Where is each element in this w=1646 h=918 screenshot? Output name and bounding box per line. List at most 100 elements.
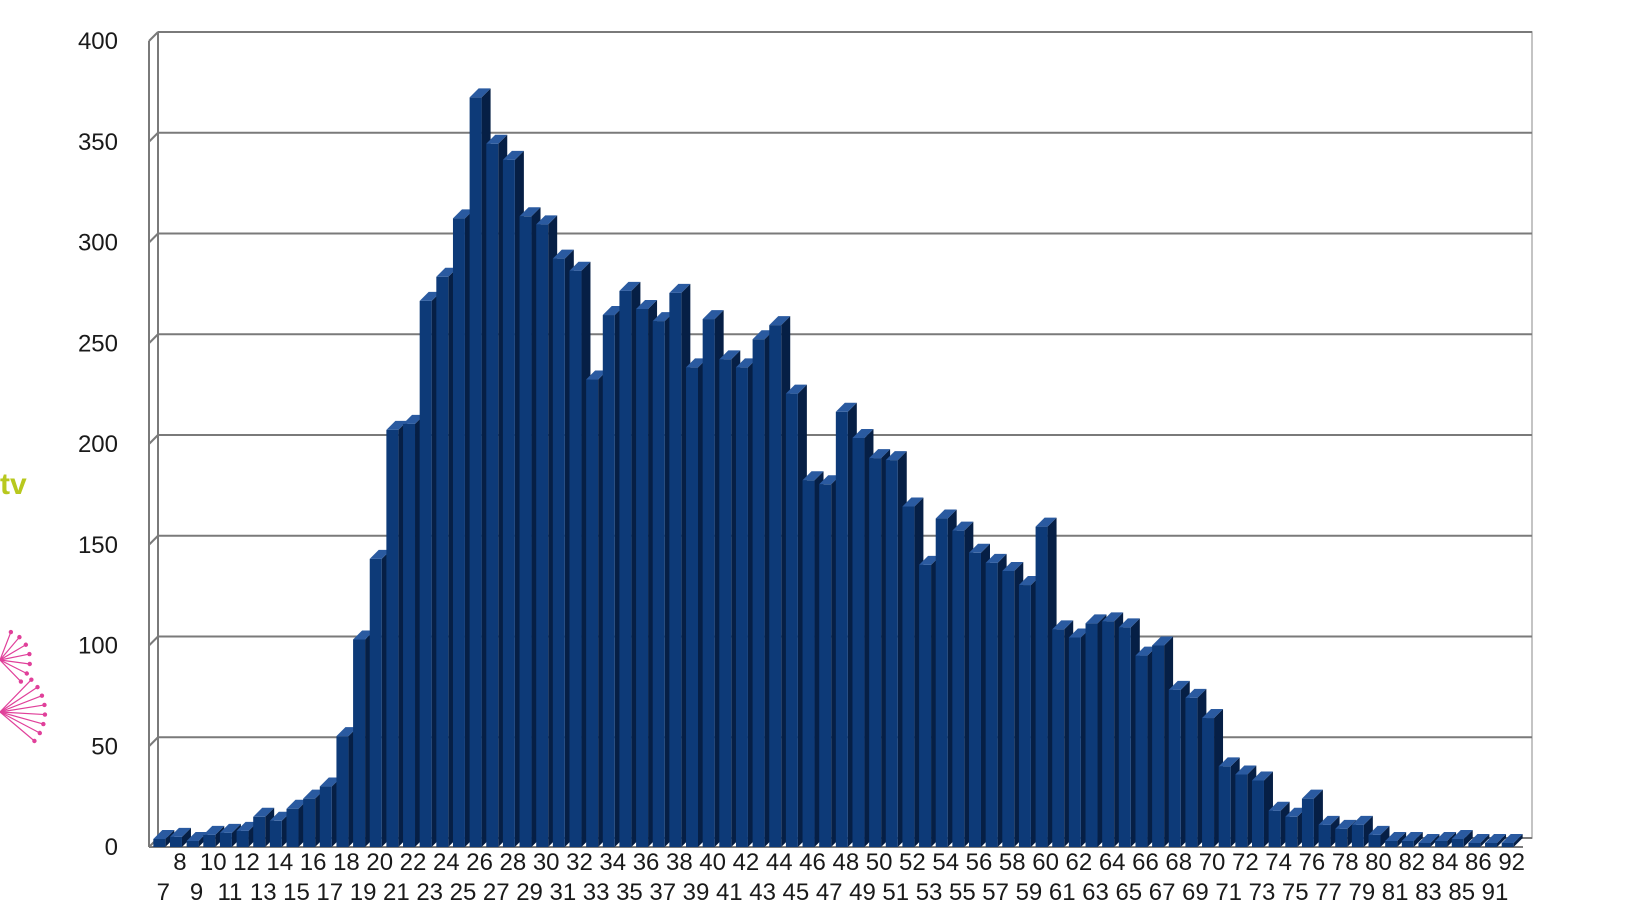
flower-dot (24, 671, 29, 676)
bar-front-face (1385, 840, 1398, 847)
x-tick-label: 9 (190, 879, 203, 906)
flower-stem (0, 711, 45, 716)
flower-dot (35, 684, 40, 690)
bar-front-face (186, 840, 199, 847)
x-tick-label: 40 (699, 849, 726, 876)
x-tick-label: 18 (333, 849, 360, 876)
bar-front-face (552, 258, 565, 847)
y-tick-label: 250 (78, 330, 118, 357)
bar-top-face (1152, 636, 1174, 646)
bar-top-face (1085, 614, 1107, 624)
bar-front-face (602, 315, 615, 847)
x-tick-label: 26 (466, 849, 493, 876)
bar-top-face (1135, 646, 1157, 656)
bar-front-face (619, 290, 632, 847)
bar-front-face (319, 786, 332, 847)
bar-front-face (303, 798, 316, 847)
bar-front-face (1235, 774, 1248, 847)
bar-top-face (1435, 831, 1457, 841)
grid-line-side (148, 535, 159, 546)
bar-top-face (869, 449, 891, 459)
bar-top-face (1385, 831, 1407, 841)
x-tick-label: 80 (1365, 849, 1392, 876)
bar-top-face (719, 350, 741, 360)
flower-dot (17, 634, 22, 640)
bar-front-face (1435, 840, 1448, 847)
bar-top-face (253, 807, 275, 817)
bar-side-face (1397, 831, 1407, 847)
x-tick-label: 61 (1049, 879, 1076, 906)
bar-front-face (519, 216, 532, 847)
bar-side-face (1447, 831, 1457, 847)
x-tick-label: 63 (1082, 879, 1109, 906)
bar-top-face (153, 829, 175, 839)
x-tick-label: 47 (816, 879, 843, 906)
bar-top-face (1501, 833, 1523, 843)
bar-top-face (969, 543, 990, 553)
bar-top-face (1351, 815, 1373, 825)
bar-front-face (536, 224, 549, 848)
bar (1418, 833, 1440, 847)
bar-top-face (1168, 680, 1190, 690)
x-tick-label: 17 (316, 879, 343, 906)
flower-stem (0, 711, 44, 725)
bars (153, 88, 1523, 848)
x-tick-label: 60 (1032, 849, 1059, 876)
x-tick-label: 76 (1299, 849, 1326, 876)
x-tick-label: 39 (683, 879, 710, 906)
bar-top-face (452, 209, 474, 219)
bar-front-face (486, 143, 499, 847)
flower-dot (27, 651, 32, 657)
grid-line-side (148, 434, 159, 445)
flower-dot (32, 738, 37, 744)
bar-top-face (619, 281, 641, 291)
x-tick-label: 43 (749, 879, 776, 906)
x-tick-label: 7 (157, 879, 170, 906)
x-tick-label: 10 (200, 849, 227, 876)
x-tick-label: 77 (1315, 879, 1342, 906)
bar (153, 829, 175, 847)
bar-top-face (569, 261, 591, 271)
bar-top-face (1035, 517, 1057, 527)
bar-top-face (403, 414, 425, 424)
bar-top-face (1068, 628, 1090, 638)
x-tick-label: 57 (982, 879, 1009, 906)
y-tick-label: 0 (105, 834, 118, 861)
x-tick-label: 15 (283, 879, 310, 906)
x-tick-label: 85 (1448, 879, 1475, 906)
flower-dot (8, 629, 14, 635)
x-tick-label: 46 (799, 849, 826, 876)
bar-top-face (502, 150, 524, 160)
bar-top-face (885, 451, 907, 461)
flower-stem (0, 631, 12, 661)
x-tick-label: 30 (533, 849, 560, 876)
flower-stem (0, 659, 28, 675)
flower-stem (0, 644, 27, 661)
bar-front-face (1218, 766, 1231, 847)
bar-top-face (835, 402, 857, 412)
x-tick-label: 33 (583, 879, 610, 906)
bar-top-face (1235, 765, 1257, 775)
bar-front-face (236, 830, 249, 847)
bar-front-face (852, 437, 865, 847)
x-tick-label: 56 (966, 849, 993, 876)
bar-top-face (1451, 829, 1473, 839)
x-tick-label: 16 (300, 849, 327, 876)
bar-top-face (369, 549, 391, 559)
flower-dot (39, 693, 45, 698)
bar-top-face (1052, 620, 1074, 630)
x-tick-label: 59 (1016, 879, 1043, 906)
bar-top-face (1118, 618, 1140, 628)
grid-line-side (148, 132, 159, 143)
bar-top-face (1318, 815, 1340, 825)
bar-front-face (1451, 838, 1464, 847)
x-tick-label: 44 (766, 849, 793, 876)
x-tick-label: 22 (400, 849, 427, 876)
bar-front-face (253, 816, 266, 847)
x-tick-label: 82 (1398, 849, 1425, 876)
bar-front-face (386, 429, 399, 847)
flower-stem (0, 711, 35, 742)
x-tick-label: 41 (716, 879, 743, 906)
x-tick-label: 53 (916, 879, 943, 906)
bar-side-face (1430, 833, 1440, 847)
